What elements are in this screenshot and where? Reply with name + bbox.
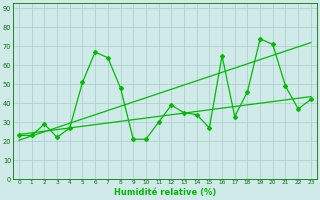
X-axis label: Humidité relative (%): Humidité relative (%) [114,188,216,197]
